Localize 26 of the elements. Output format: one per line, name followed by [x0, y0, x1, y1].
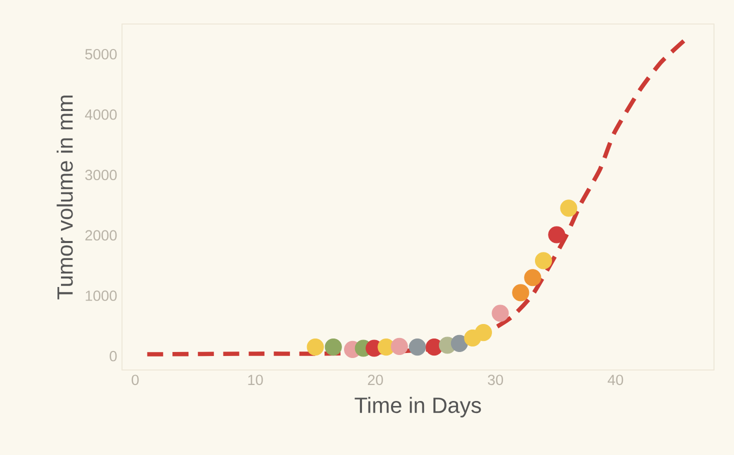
point [390, 338, 408, 355]
x-tick-label: 20 [368, 374, 383, 386]
x-tick-label: 40 [608, 374, 624, 386]
y-tick-label: 3000 [85, 170, 117, 180]
point [492, 304, 509, 322]
y-axis-title: Tumor volume in mm [56, 96, 73, 300]
x-tick-label: 30 [488, 374, 504, 386]
y-tick-label: 5000 [85, 49, 117, 60]
x-tick-label: 0 [132, 374, 139, 386]
point [524, 269, 542, 286]
y-tick-label: 0 [110, 350, 117, 362]
y-tick-label: 4000 [85, 109, 117, 120]
point [450, 334, 468, 352]
point [512, 284, 530, 302]
point [548, 226, 566, 244]
y-tick-label: 1000 [86, 290, 117, 301]
point [534, 252, 552, 270]
y-tick-label: 2000 [85, 230, 117, 241]
point [324, 338, 342, 356]
point [474, 324, 492, 342]
point [306, 338, 324, 356]
point [560, 200, 578, 217]
line-series [145, 38, 688, 356]
x-axis-title: Time in Days [354, 396, 481, 418]
point [408, 338, 426, 356]
x-tick-label: 10 [248, 374, 263, 386]
